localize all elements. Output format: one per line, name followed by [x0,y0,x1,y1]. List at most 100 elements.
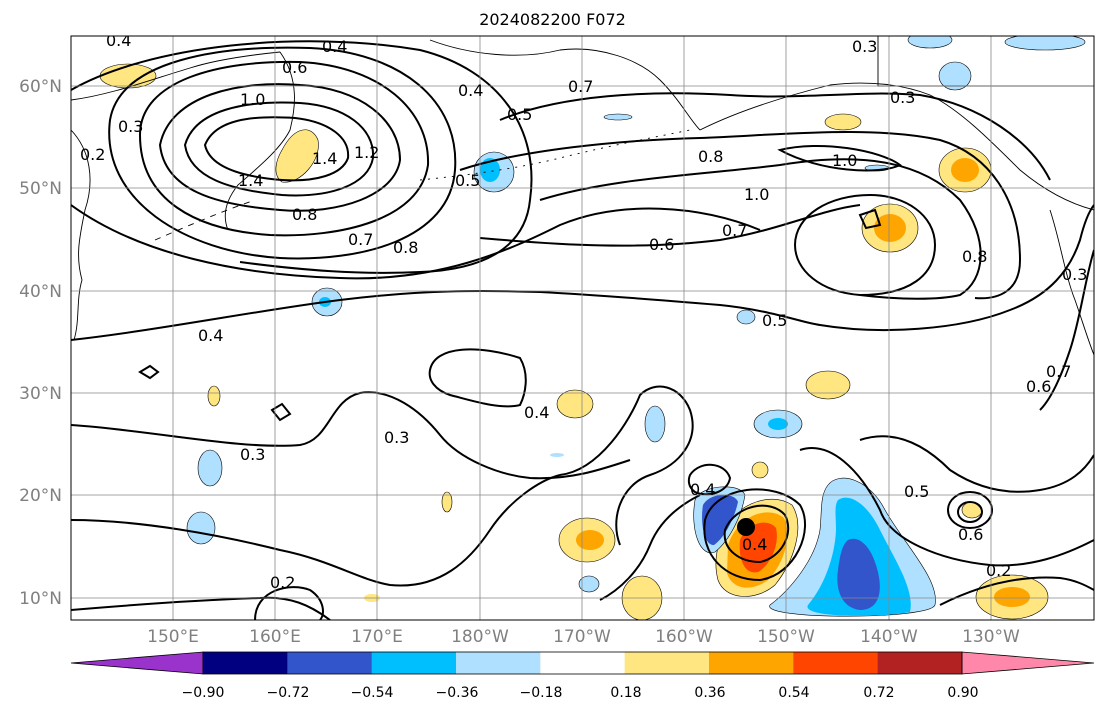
colorbar-segment [709,652,794,674]
shade-negative-medium [480,158,500,182]
shade-negative [938,61,972,91]
contour-line [71,474,561,587]
contour-label: 0.8 [962,247,987,266]
colorbar-border [202,651,963,675]
contour-label: 0.4 [524,403,549,422]
contour-line [499,92,1051,181]
contour-label: 0.7 [348,230,373,249]
shade-negative [1004,36,1086,51]
coast-alaska [429,39,1094,211]
contour-label: 0.7 [722,221,747,240]
contour-line [158,83,402,212]
lat-label: 50°N [19,179,62,199]
contour-label: 1.4 [238,171,263,190]
shade-positive [751,461,769,479]
contour-label: 1.2 [354,143,379,162]
map-title: 2024082200 F072 [479,10,626,29]
contour-label: 0.5 [507,105,532,124]
contour-line [599,494,701,601]
contour-line [203,116,350,182]
contour-labels: 0.4 0.4 0.6 0.3 0.7 0.3 0.3 0.4 0.5 0.2 … [80,36,1087,592]
contour-line [777,145,902,172]
contour-label: 0.3 [118,117,143,136]
contour-label: 0.4 [690,480,715,499]
colorbar-segment [793,652,879,674]
lat-label: 20°N [19,486,62,506]
shade-negative-strong [837,538,880,610]
contour-label: 1.0 [744,185,769,204]
contour-line [703,488,806,582]
contour-line [71,596,331,620]
shade-positive-strong [951,158,979,182]
storm-center-marker [737,518,755,536]
contour-line [793,193,937,297]
contour-label: 0.8 [698,147,723,166]
contour-line [939,576,1094,606]
colorbar-tick-label: 0.54 [778,685,809,701]
colorbar-tick-label: −0.54 [351,685,394,701]
shade-positive-strong [874,214,906,242]
colorbar [70,651,1095,675]
shade-negative [644,405,666,443]
shade-positive [805,370,851,400]
coast-asia [71,129,91,341]
shade-positive [556,389,594,419]
lon-label: 130°W [962,627,1020,647]
contour-label: 0.8 [393,238,418,257]
contour-label: 0.7 [568,77,593,96]
contours [71,40,1094,620]
contour-line [539,158,982,300]
lon-label: 160°E [249,627,301,647]
contour-line [183,101,375,197]
contour-label: 0.3 [1062,265,1087,284]
contour-label: 0.3 [890,88,915,107]
shade-positive [824,113,862,131]
coast-kurils [154,199,256,241]
contour-label: 0.4 [198,326,223,345]
contour-line [459,130,1022,300]
contour-label: 0.6 [649,235,674,254]
contour-label: 0.3 [384,428,409,447]
shade-negative [736,309,756,325]
shade-positive [99,63,157,89]
contour-label: 0.8 [292,205,317,224]
contour-label: 0.4 [742,535,767,554]
lon-label: 150°E [147,627,199,647]
contour-label: 0.6 [282,58,307,77]
map-content: 0.4 0.4 0.6 0.3 0.7 0.3 0.3 0.4 0.5 0.2 … [71,36,1094,620]
contour-line [687,463,732,496]
lat-label: 60°N [19,77,62,97]
shade-positive [275,129,319,183]
shade-negative-medium [768,418,788,430]
lon-label: 170°E [351,627,403,647]
contour-line [858,208,882,230]
colorbar-segment [624,652,710,674]
contour-line [957,501,983,523]
colorbar-extend-low [70,651,204,675]
coastlines [71,36,1094,356]
shade-negative [907,36,953,49]
contour-line [138,364,160,380]
contour-line [71,204,1094,341]
contour-label: 0.4 [458,81,483,100]
contour-label: 0.3 [852,37,877,56]
shade-positive-strong [576,530,604,550]
colorbar-extend-high [961,651,1095,675]
colorbar-tick-label: −0.90 [182,685,225,701]
contour-label: 0.2 [986,561,1011,580]
colorbar-tick-label: −0.72 [267,685,310,701]
lon-label: 140°W [860,627,918,647]
lon-label: 180°W [451,627,509,647]
lat-label: 10°N [19,589,62,609]
contour-label: 0.5 [455,171,480,190]
contour-label: 0.3 [240,445,265,464]
shade-negative [197,449,223,487]
contour-label: 0.5 [762,311,787,330]
shade-negative [550,453,564,457]
contour-line [428,348,527,408]
contour-line [559,385,694,546]
shade-positive [207,385,221,407]
contour-line [270,402,292,422]
lat-label: 30°N [19,384,62,404]
